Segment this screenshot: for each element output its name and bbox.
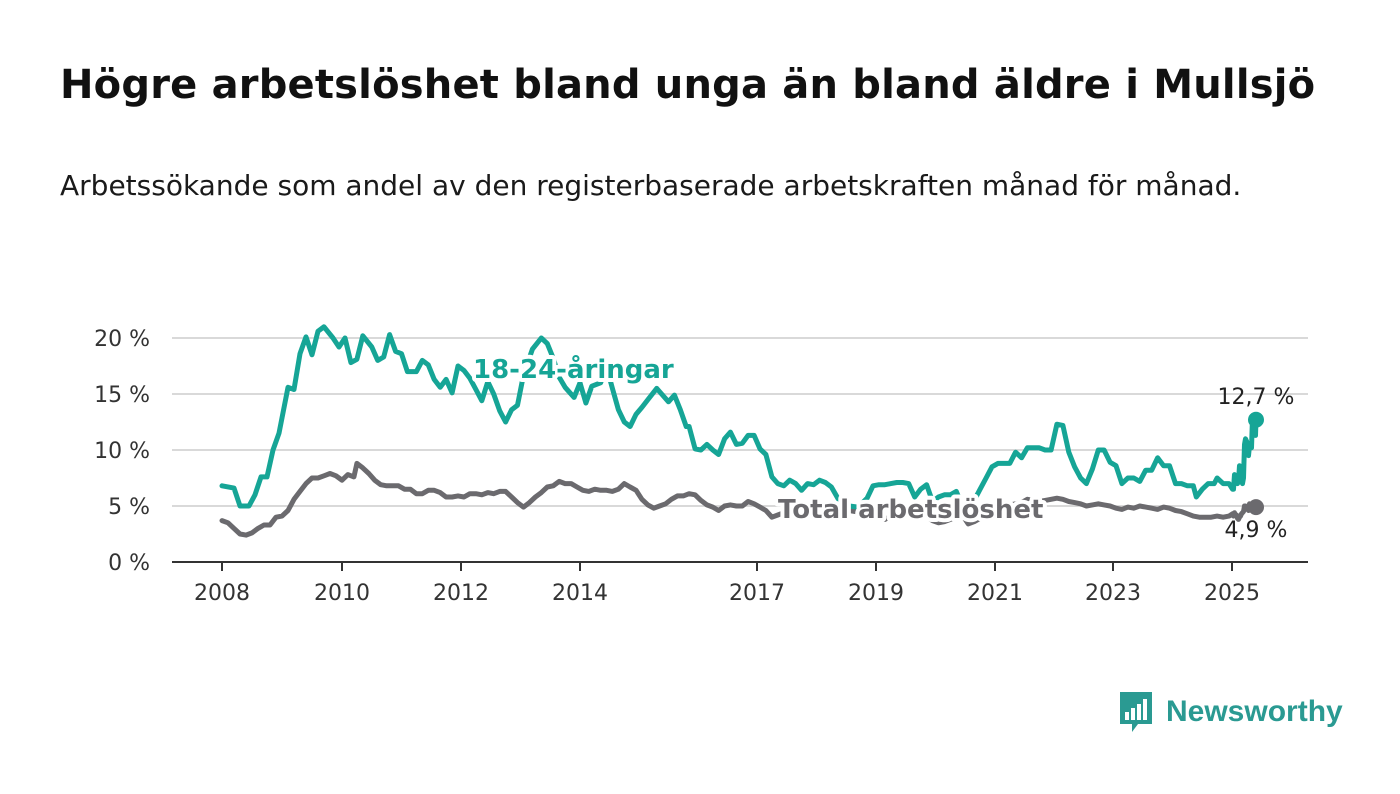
series-lines [219, 324, 1264, 538]
series-line-1 [219, 460, 1259, 538]
x-tick-label: 2014 [552, 581, 608, 606]
brand-name: Newsworthy [1166, 695, 1343, 728]
y-tick-label: 5 % [108, 495, 150, 520]
x-tick-label: 2021 [967, 581, 1023, 606]
x-tick-label: 2012 [433, 581, 489, 606]
x-tick-label: 2017 [729, 581, 785, 606]
newsworthy-chart-bubble-icon [1120, 692, 1152, 732]
y-tick-label: 0 % [108, 551, 150, 576]
series-label-total-halo: Total arbetslöshet [778, 495, 1043, 525]
y-tick-label: 20 % [94, 327, 150, 352]
y-axis-ticks: 0 % 5 % 10 % 15 % 20 % [94, 327, 150, 576]
series-label-total: Total arbetslöshet [778, 495, 1043, 525]
chart-subtitle: Arbetssökande som andel av den registerb… [60, 169, 1242, 202]
chart-title: Högre arbetslöshet bland unga än bland ä… [60, 62, 1316, 108]
series-label-youth-halo: 18-24-åringar [473, 353, 674, 385]
x-tick-label: 2025 [1204, 581, 1260, 606]
newsworthy-logo: Newsworthy [1118, 690, 1343, 734]
x-tick-label: 2023 [1085, 581, 1141, 606]
end-value-total: 4,9 % [1225, 518, 1288, 543]
x-axis-ticks: 2008 2010 2012 2014 2017 2019 2021 2023 2025 [194, 562, 1260, 606]
x-tick-label: 2010 [314, 581, 370, 606]
end-marker-1 [1248, 499, 1264, 516]
x-tick-label: 2019 [848, 581, 904, 606]
end-value-youth: 12,7 % [1218, 385, 1295, 410]
gridlines [172, 337, 1308, 563]
series-label-youth: 18-24-åringar [473, 353, 674, 385]
y-tick-label: 15 % [94, 383, 150, 408]
end-marker-0 [1248, 411, 1264, 428]
series-line-0 [219, 324, 1259, 521]
x-tick-label: 2008 [194, 581, 250, 606]
y-tick-label: 10 % [94, 439, 150, 464]
